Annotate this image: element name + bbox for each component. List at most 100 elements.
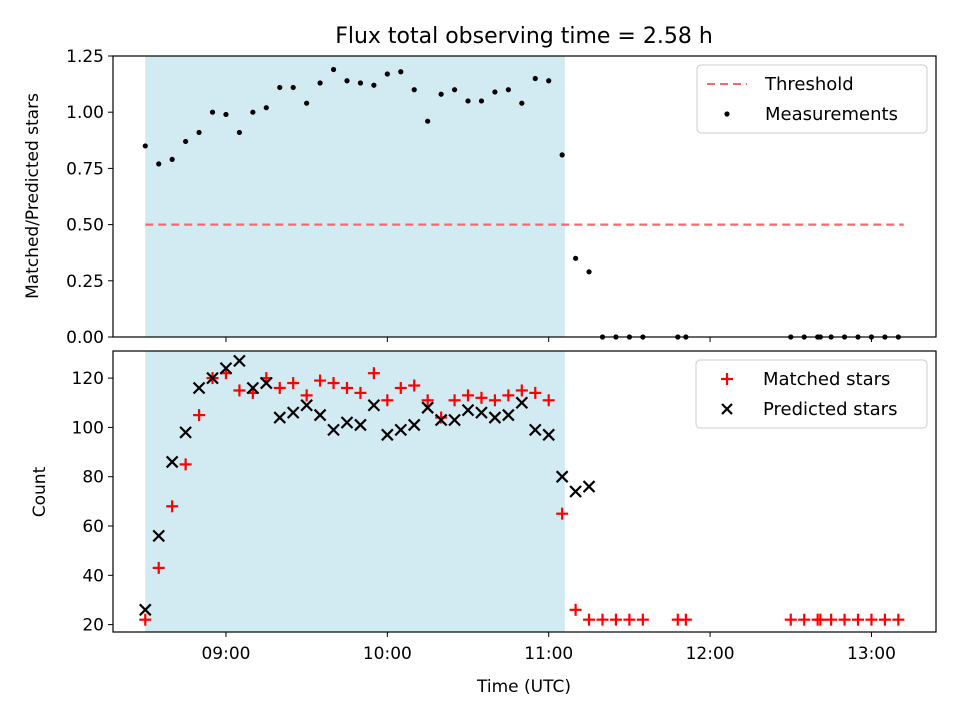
matched-star-marker bbox=[367, 367, 380, 380]
matched-star-marker bbox=[784, 613, 797, 626]
measurement-point bbox=[250, 109, 256, 115]
predicted-star-marker bbox=[488, 411, 502, 424]
bottom-panel: 20 40 60 80 100 120 09:00 10:00 11:00 12:00 13:00… bbox=[30, 350, 937, 697]
predicted-star-marker bbox=[219, 361, 233, 375]
y-tick-label: 0.00 bbox=[66, 328, 104, 348]
matched-star-marker bbox=[462, 389, 475, 402]
predicted-star-marker bbox=[206, 371, 219, 385]
predicted-star-marker bbox=[569, 485, 582, 498]
matched-star-marker bbox=[394, 381, 407, 394]
y-tick-label: 0.25 bbox=[66, 272, 104, 292]
measurement-point bbox=[451, 87, 458, 93]
matched-star-marker bbox=[878, 613, 891, 626]
matched-star-marker bbox=[327, 377, 340, 390]
x-tick-label: 11:00 bbox=[524, 644, 573, 664]
predicted-star-marker bbox=[367, 398, 381, 412]
measurement-point bbox=[156, 161, 162, 167]
predicted-star-marker bbox=[407, 418, 421, 432]
matched-legend-label: Matched stars bbox=[763, 369, 890, 390]
matched-star-marker bbox=[448, 394, 461, 407]
predicted-star-marker bbox=[502, 408, 515, 422]
matched-star-marker bbox=[825, 613, 838, 626]
predicted-star-marker bbox=[354, 418, 367, 432]
y-tick-label: 60 bbox=[82, 517, 104, 537]
measurement-point bbox=[344, 78, 350, 84]
measurement-point bbox=[183, 138, 189, 145]
matched-star-marker bbox=[408, 379, 421, 392]
bottom-axes-frame bbox=[112, 350, 937, 633]
matched-star-marker bbox=[233, 384, 246, 397]
matched-star-marker bbox=[679, 613, 692, 626]
predicted-star-marker bbox=[260, 376, 273, 390]
matched-star-marker bbox=[798, 613, 811, 626]
bottom-legend: Matched stars Predicted stars bbox=[695, 359, 928, 429]
measurement-point bbox=[263, 105, 269, 111]
observing-window-shade bbox=[145, 56, 565, 337]
measurement-point bbox=[357, 80, 364, 86]
y-tick-label: 80 bbox=[82, 468, 104, 488]
y-tick-label: 100 bbox=[72, 418, 104, 438]
predicted-star-marker bbox=[528, 423, 542, 437]
matched-star-marker bbox=[852, 613, 865, 626]
matched-star-marker bbox=[340, 381, 353, 394]
matched-star-marker bbox=[193, 409, 206, 422]
matched-star-marker bbox=[596, 613, 609, 626]
predicted-star-marker bbox=[582, 480, 596, 493]
predicted-star-marker bbox=[448, 413, 461, 427]
matched-star-marker bbox=[314, 374, 327, 387]
chart-title: Flux total observing time = 2.58 h bbox=[335, 24, 713, 49]
predicted-star-marker bbox=[542, 428, 555, 442]
y-tick-label: 1.25 bbox=[66, 47, 104, 67]
matched-star-marker bbox=[838, 613, 851, 626]
predicted-star-marker bbox=[233, 354, 246, 368]
x-tick-label: 12:00 bbox=[686, 644, 735, 664]
y-tick-label: 0.50 bbox=[66, 216, 104, 236]
matched-star-marker bbox=[152, 561, 165, 574]
predicted-star-marker bbox=[475, 406, 488, 419]
matched-star-marker bbox=[609, 613, 622, 626]
measurement-point bbox=[384, 71, 390, 77]
x-tick-label: 09:00 bbox=[201, 644, 250, 664]
measurement-point bbox=[371, 82, 377, 88]
measurement-point bbox=[317, 80, 323, 86]
measurement-point bbox=[277, 84, 283, 91]
predicted-legend-label: Predicted stars bbox=[763, 399, 897, 420]
measurement-point bbox=[478, 98, 485, 104]
measurement-points bbox=[142, 66, 901, 340]
measurement-point bbox=[573, 255, 579, 261]
measurement-point bbox=[304, 100, 310, 106]
top-y-axis-label: Matched/Predicted stars bbox=[23, 93, 43, 299]
predicted-star-marker bbox=[461, 403, 475, 417]
top-legend-frame bbox=[696, 64, 928, 134]
x-axis-label: Time (UTC) bbox=[476, 677, 571, 697]
matched-legend-swatch bbox=[721, 373, 733, 385]
predicted-star-marker bbox=[313, 408, 327, 422]
bottom-y-ticks: 20 40 60 80 100 120 bbox=[72, 369, 113, 636]
predicted-star-marker bbox=[515, 396, 529, 410]
matched-star-marker bbox=[529, 386, 542, 399]
matched-star-marker bbox=[488, 394, 501, 407]
measurement-point bbox=[411, 87, 417, 93]
predicted-star-marker bbox=[152, 529, 166, 543]
y-tick-label: 0.75 bbox=[66, 159, 104, 179]
measurement-point bbox=[398, 69, 404, 75]
measurement-point bbox=[236, 129, 243, 136]
measurement-point bbox=[586, 269, 592, 275]
bottom-legend-frame bbox=[695, 359, 928, 429]
measurement-point bbox=[223, 111, 229, 118]
predicted-legend-swatch bbox=[721, 403, 733, 415]
measurement-point bbox=[546, 78, 552, 84]
matched-star-marker bbox=[139, 613, 152, 626]
matched-star-marker bbox=[166, 500, 179, 513]
predicted-star-marker bbox=[327, 423, 340, 437]
x-tick-label: 13:00 bbox=[847, 644, 896, 664]
top-x-ticks bbox=[225, 337, 872, 342]
measurement-point bbox=[465, 98, 471, 104]
predicted-star-marker bbox=[555, 470, 569, 483]
matched-star-marker bbox=[179, 458, 192, 471]
top-panel: 0.00 0.25 0.50 0.75 1.00 1.25 Matched/Predict… bbox=[23, 47, 937, 348]
measurement-point bbox=[425, 118, 431, 124]
top-axes-frame bbox=[112, 55, 937, 338]
shade-region bbox=[145, 56, 565, 337]
measurement-point bbox=[559, 152, 565, 158]
